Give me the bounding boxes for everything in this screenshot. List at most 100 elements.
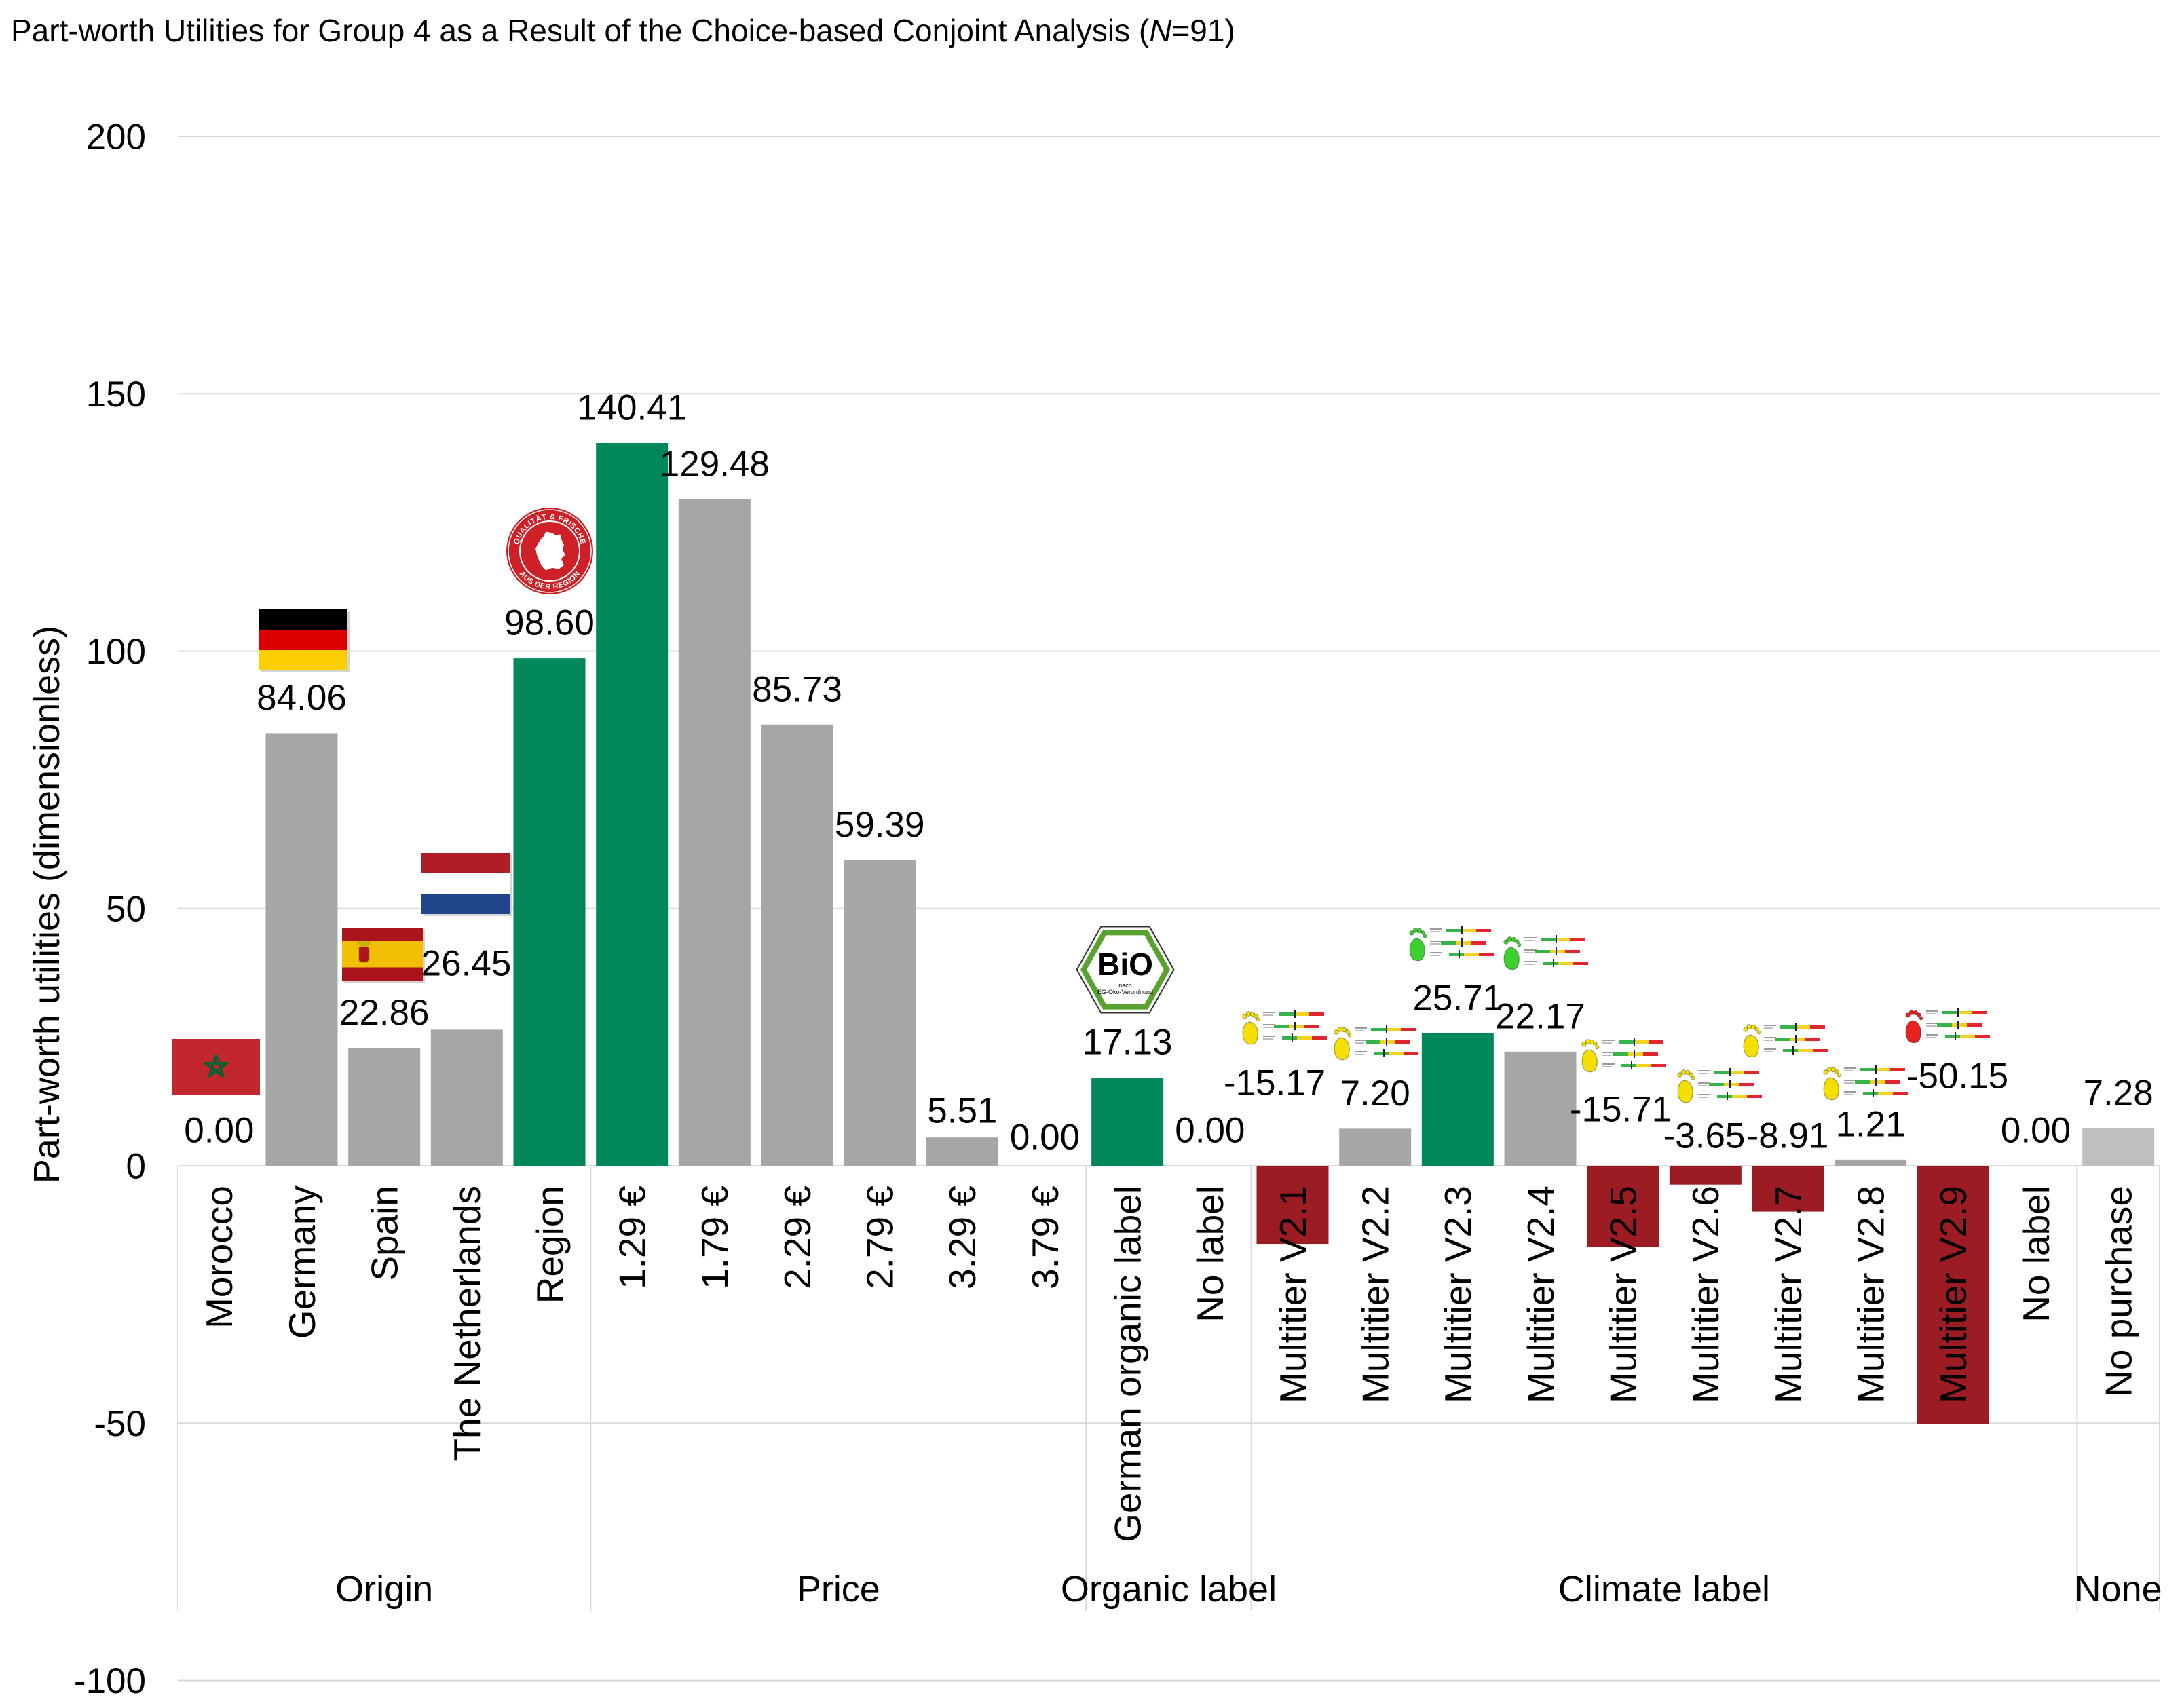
scale-segment-green	[1945, 1035, 1960, 1038]
scale-marker	[1556, 947, 1557, 955]
data-label-organic-label-no-label: 0.00	[1175, 1111, 1245, 1151]
chart-title-prefix: Part-worth Utilities for Group 4 as a Re…	[11, 13, 1150, 48]
category-label-climate-label-multitier-v2-4: Multitier V2.4	[1520, 1185, 1562, 1403]
scale-marker	[1875, 1078, 1877, 1086]
footprint-sole	[1334, 1037, 1350, 1061]
netherlands-flag-icon	[421, 853, 512, 916]
footprint-toe	[1423, 934, 1427, 938]
footprint-toe	[1503, 939, 1509, 945]
footprint-text-line	[1844, 1067, 1856, 1069]
y-tick-label: -50	[94, 1404, 146, 1444]
footprint-toe	[1756, 1030, 1761, 1035]
category-label-organic-label-german-organic-label: German organic label	[1106, 1185, 1148, 1542]
scale-segment-yellow	[1798, 1049, 1813, 1052]
scale-segment-green	[1783, 1049, 1798, 1052]
footprint-text-line	[1698, 1085, 1708, 1086]
footprint-toe	[1750, 1024, 1756, 1030]
footprint-sole	[1677, 1080, 1693, 1103]
category-label-climate-label-multitier-v2-7: Multitier V2.7	[1767, 1185, 1809, 1403]
seal-inner-ring	[519, 520, 580, 582]
scale-segment-yellow	[1729, 1071, 1744, 1074]
scale-segment-green	[1937, 1023, 1952, 1027]
data-label-price-2-29-eur: 85.73	[752, 669, 842, 709]
scale-segment-green	[1613, 1052, 1628, 1056]
bar-origin-germany	[265, 733, 338, 1166]
footprint-toe	[1256, 1017, 1260, 1022]
coat-of-arms-shield	[358, 945, 370, 963]
footprint-sole	[1409, 938, 1425, 962]
footprint-text-line	[1602, 1042, 1612, 1044]
category-label-climate-label-multitier-v2-8: Multitier V2.8	[1849, 1185, 1892, 1403]
footprint-toe	[1835, 1069, 1839, 1074]
bar-climate-label-multitier-v2-5	[1587, 1166, 1659, 1247]
bio-sub-text-1: nach	[1118, 982, 1132, 989]
footprint-shape	[1743, 1024, 1761, 1058]
scale-segment-green	[1535, 950, 1550, 953]
footprint-toe	[1830, 1067, 1837, 1073]
category-label-origin-morocco: Morocco	[198, 1185, 240, 1329]
category-label-climate-label-multitier-v2-1: Multitier V2.1	[1272, 1185, 1314, 1403]
scale-marker	[1461, 926, 1463, 934]
data-label-climate-label-multitier-v2-1: -15.17	[1224, 1063, 1325, 1103]
data-label-climate-label-multitier-v2-3: 25.71	[1413, 979, 1503, 1019]
group-label-organic-label: Organic label	[1061, 1569, 1277, 1610]
scale-segment-yellow	[1464, 953, 1479, 956]
footprint-text-line	[1602, 1052, 1615, 1053]
scale-segment-red	[1471, 941, 1486, 945]
scale-marker	[1556, 935, 1557, 943]
bar-climate-label-multitier-v2-4	[1504, 1051, 1577, 1166]
scale-segment-yellow	[1732, 1095, 1747, 1098]
category-label-origin-region: Region	[529, 1185, 571, 1304]
scale-segment-red	[1885, 1080, 1900, 1084]
morocco-flag-icon	[172, 1039, 260, 1095]
bar-none-no-purchase	[2082, 1128, 2155, 1166]
bars	[265, 442, 2155, 1424]
flag-band	[259, 609, 347, 630]
footprint-toe	[1242, 1014, 1247, 1019]
star-icon	[204, 1054, 229, 1078]
footprint-yellow-icon	[1823, 1065, 1908, 1101]
bar-climate-label-multitier-v2-1	[1256, 1166, 1329, 1245]
footprint-text-line	[1263, 1012, 1275, 1013]
scale-segment-red	[1404, 1052, 1418, 1055]
footprint-text-line	[1764, 1037, 1776, 1038]
scale-segment-red	[1649, 1040, 1663, 1044]
scale-segment-yellow	[1380, 1040, 1395, 1044]
y-tick-label: 100	[86, 632, 146, 672]
scale-segment-red	[1967, 1023, 1982, 1027]
footprint-shape	[1334, 1027, 1352, 1061]
scale-segment-red	[1565, 950, 1580, 953]
category-label-price-3-79-eur: 3.79 €	[1024, 1185, 1066, 1289]
y-tick-labels: 200 150 100 50 0 -50 -100	[74, 117, 146, 1702]
chart-title: Part-worth Utilities for Group 4 as a Re…	[11, 13, 1235, 48]
scale-marker	[1729, 1080, 1731, 1088]
flag-field	[172, 1039, 260, 1095]
footprint-toe	[1347, 1033, 1352, 1038]
data-label-none-no-purchase: 7.28	[2084, 1073, 2153, 1113]
scale-segment-yellow	[1550, 950, 1565, 953]
scale-segment-green	[1282, 1036, 1297, 1040]
footprint-text-line	[1430, 955, 1440, 956]
scale-segment-green	[1717, 1095, 1732, 1098]
scale-segment-red	[1805, 1038, 1820, 1041]
footprint-toe	[1515, 939, 1520, 944]
scale-segment-yellow	[1556, 938, 1570, 941]
y-axis-title: Part-worth utilities (dimensionless)	[26, 626, 67, 1183]
scale-segment-red	[1401, 1028, 1416, 1031]
footprint-text-line	[1602, 1040, 1615, 1041]
footprint-toe	[1341, 1027, 1347, 1033]
category-label-organic-label-no-label: No label	[1189, 1185, 1231, 1323]
footprint-toe	[1919, 1016, 1923, 1021]
footprint-text-line	[1430, 952, 1442, 953]
category-label-climate-label-no-label: No label	[2015, 1185, 2057, 1323]
scale-segment-green	[1619, 1040, 1634, 1044]
category-label-origin-spain: Spain	[363, 1185, 405, 1281]
germany-flag-icon	[259, 609, 350, 672]
scale-segment-green	[1449, 953, 1464, 956]
category-label-price-1-29-eur: 1.29 €	[611, 1185, 653, 1289]
scale-segment-red	[1643, 1052, 1658, 1056]
flag-band	[342, 967, 423, 981]
data-label-origin-morocco: 0.00	[184, 1111, 254, 1151]
